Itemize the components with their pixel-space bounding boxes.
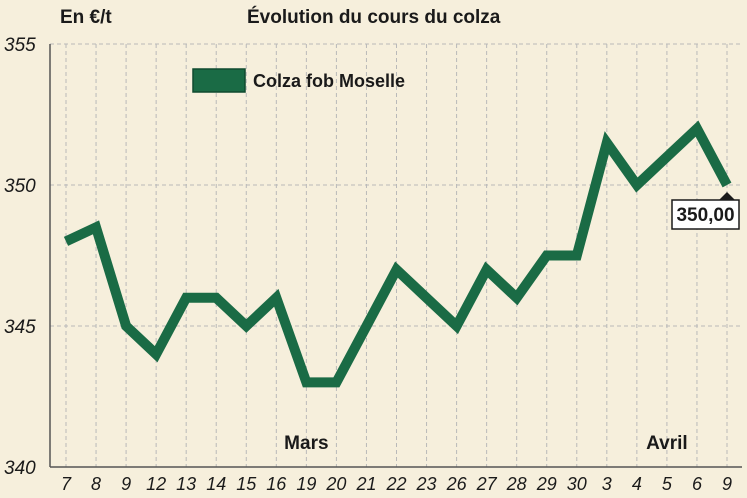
- x-tick-label: 4: [632, 474, 642, 494]
- axes: [49, 44, 742, 468]
- x-tick-label: 3: [602, 474, 612, 494]
- x-tick-label: 8: [91, 474, 101, 494]
- legend: Colza fob Moselle: [192, 68, 405, 93]
- callout-pointer: [719, 192, 735, 200]
- x-tick-label: 12: [146, 474, 166, 494]
- grid-lines: [50, 43, 742, 467]
- x-tick-label: 9: [722, 474, 732, 494]
- x-tick-label: 15: [236, 474, 257, 494]
- x-axis-ticks: 7 8 9 12 13 14 15 16 19 20 21 22 23 26 27 28 29 30 3 4 5 6 9: [61, 474, 732, 494]
- x-tick-label: 20: [325, 474, 346, 494]
- y-tick-label: 355: [4, 35, 36, 56]
- x-tick-label: 19: [296, 474, 316, 494]
- month-label: Avril: [646, 433, 688, 454]
- x-tick-label: 9: [121, 474, 131, 494]
- y-tick-label: 350: [4, 176, 36, 197]
- x-tick-label: 16: [266, 474, 287, 494]
- unit-label: En €/t: [60, 7, 112, 28]
- x-tick-label: 29: [536, 474, 557, 494]
- chart-title: Évolution du cours du colza: [247, 6, 501, 28]
- y-tick-label: 340: [4, 458, 36, 479]
- x-tick-label: 26: [446, 474, 468, 494]
- x-tick-label: 30: [567, 474, 587, 494]
- x-tick-label: 28: [506, 474, 527, 494]
- callout-box: [671, 199, 740, 230]
- annotations: 350,00: [671, 192, 740, 230]
- x-tick-label: 14: [206, 474, 226, 494]
- legend-label: Colza fob Moselle: [253, 71, 405, 91]
- x-tick-label: 22: [385, 474, 406, 494]
- series-lines: [63, 120, 732, 388]
- x-tick-label: 23: [416, 474, 437, 494]
- y-axis-ticks: 340 345 350 355: [4, 35, 36, 479]
- legend-swatch: [192, 68, 246, 93]
- month-label: Mars: [284, 433, 328, 454]
- month-labels: Mars Avril: [284, 433, 687, 454]
- x-tick-label: 21: [355, 474, 376, 494]
- x-tick-label: 6: [692, 474, 703, 494]
- x-tick-label: 5: [662, 474, 673, 494]
- callout-value-label: 350,00: [676, 205, 734, 226]
- x-tick-label: 27: [476, 474, 498, 494]
- y-tick-label: 345: [4, 317, 36, 338]
- x-tick-label: 7: [61, 474, 72, 494]
- x-tick-label: 13: [176, 474, 196, 494]
- series-line: [63, 120, 732, 388]
